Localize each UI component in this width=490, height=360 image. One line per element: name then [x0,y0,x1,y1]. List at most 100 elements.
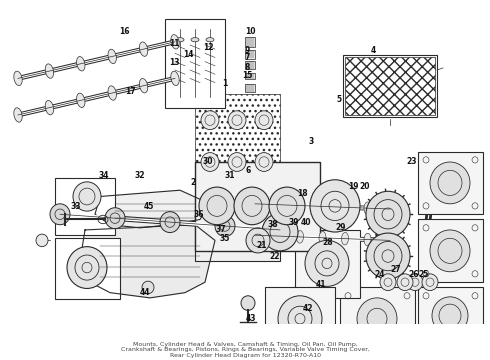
Text: Mounts, Cylinder Head & Valves, Camshaft & Timing, Oil Pan, Oil Pump,
Crankshaft: Mounts, Cylinder Head & Valves, Camshaft… [121,342,369,358]
Ellipse shape [342,232,348,245]
Circle shape [215,216,235,237]
Bar [55,178,115,235]
Bar [345,58,435,115]
Circle shape [278,296,322,342]
Ellipse shape [176,38,184,42]
Ellipse shape [206,38,214,42]
Circle shape [422,274,438,291]
Circle shape [430,230,470,272]
Text: 36: 36 [194,210,204,219]
Ellipse shape [171,35,179,49]
Ellipse shape [140,78,148,93]
Bar [245,60,255,69]
Text: 21: 21 [257,241,267,250]
Text: 17: 17 [124,87,135,96]
Text: 5: 5 [337,95,342,104]
Text: 14: 14 [183,50,193,59]
Polygon shape [80,225,215,298]
Ellipse shape [14,71,22,86]
Circle shape [432,297,468,334]
Circle shape [73,182,101,211]
Text: 15: 15 [242,71,252,80]
Bar [165,19,225,108]
Circle shape [366,233,410,279]
Bar [245,50,255,59]
Text: 9: 9 [245,46,249,55]
Ellipse shape [364,233,371,246]
Circle shape [201,153,219,171]
Text: 29: 29 [336,223,346,232]
Ellipse shape [274,230,281,242]
Text: 19: 19 [348,181,358,190]
Text: 32: 32 [135,171,145,180]
Circle shape [407,274,423,291]
Bar [340,287,415,350]
Text: 38: 38 [268,220,278,229]
Text: 39: 39 [289,218,299,227]
Circle shape [270,220,290,240]
Circle shape [380,274,396,291]
Ellipse shape [387,203,393,215]
Bar [418,287,483,345]
Text: 13: 13 [169,58,179,67]
Circle shape [142,281,154,294]
Bar [245,37,255,47]
Text: 28: 28 [323,238,333,247]
Text: 31: 31 [225,171,235,180]
Circle shape [36,234,48,247]
Text: 42: 42 [303,304,313,313]
Text: 3: 3 [308,136,314,145]
Ellipse shape [364,202,371,215]
Bar [195,162,320,251]
Circle shape [430,162,470,204]
Text: 24: 24 [375,270,385,279]
Circle shape [228,153,246,171]
Ellipse shape [274,198,281,211]
Ellipse shape [140,42,148,56]
Text: 23: 23 [407,158,417,166]
Circle shape [255,111,273,130]
Ellipse shape [45,100,53,115]
Ellipse shape [387,234,393,247]
Text: 1: 1 [222,79,228,88]
Circle shape [269,187,305,225]
Text: 7: 7 [245,53,250,62]
Text: 8: 8 [245,63,250,72]
Circle shape [366,191,410,237]
Text: 12: 12 [203,42,213,51]
Circle shape [246,228,270,253]
Text: 4: 4 [370,46,376,55]
Text: 26: 26 [409,270,419,279]
Circle shape [305,240,349,286]
Ellipse shape [251,229,259,242]
Ellipse shape [319,231,326,244]
Ellipse shape [108,49,117,64]
Text: 22: 22 [270,252,280,261]
Circle shape [241,296,255,310]
Text: 25: 25 [419,270,429,279]
Circle shape [228,111,246,130]
Circle shape [310,180,360,232]
Text: 6: 6 [245,166,250,175]
Ellipse shape [296,199,303,212]
Text: 35: 35 [220,234,230,243]
Ellipse shape [14,108,22,122]
Text: 33: 33 [71,202,81,211]
Ellipse shape [319,200,326,213]
Bar [343,55,437,117]
Circle shape [234,187,270,225]
Text: 18: 18 [296,189,307,198]
Ellipse shape [296,231,303,243]
Ellipse shape [45,64,53,78]
Circle shape [255,153,273,171]
Circle shape [397,274,413,291]
Text: 44: 44 [140,288,150,297]
Circle shape [357,298,397,340]
Text: 40: 40 [301,218,311,227]
Bar [265,287,335,350]
Bar [55,238,120,299]
Text: 34: 34 [99,171,109,180]
Bar [195,199,280,261]
Text: 37: 37 [216,225,226,234]
Ellipse shape [171,71,179,86]
